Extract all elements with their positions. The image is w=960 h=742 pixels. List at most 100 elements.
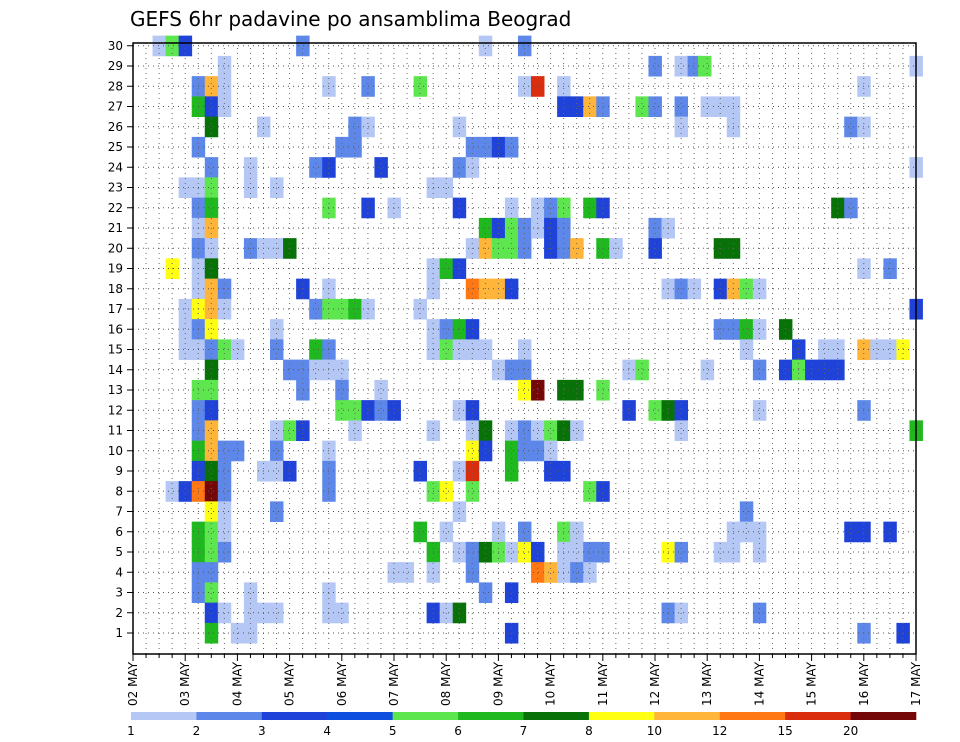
heatmap-cell [439,319,454,340]
heatmap-cell [818,339,832,361]
heatmap-cell [217,339,232,361]
heatmap-cell [544,197,558,219]
heatmap-cell [883,339,897,361]
heatmap-cell [531,562,545,583]
y-tick-label: 4 [115,565,123,579]
heatmap-cell [635,96,649,118]
y-tick-label: 20 [108,241,123,255]
heatmap-cell [204,481,219,502]
heatmap-cell [439,177,454,199]
x-tick-label: 16 MAY [857,661,871,706]
x-tick-label: 08 MAY [439,661,453,706]
heatmap-cell [465,541,480,563]
colorbar-swatch [392,712,459,720]
heatmap-cell [348,400,362,421]
y-tick-label: 22 [108,201,123,215]
y-tick-label: 10 [108,444,123,458]
x-tick-label: 04 MAY [230,661,244,706]
heatmap-cell [504,136,519,158]
x-tick-label: 03 MAY [178,661,192,706]
heatmap-cell [844,521,858,543]
colorbar-label: 4 [323,724,331,738]
heatmap-cell [452,501,467,523]
heatmap-cell [622,359,636,381]
heatmap-cell [687,55,702,77]
heatmap-cell [348,116,362,138]
heatmap-cell [204,116,219,138]
heatmap-cell [217,298,232,320]
heatmap-cell [335,359,349,381]
heatmap-cell [752,541,767,563]
heatmap-cell [831,197,845,219]
heatmap-cell [465,157,480,178]
heatmap-cell [531,197,545,219]
heatmap-cell [674,602,689,624]
y-tick-label: 21 [108,221,123,235]
colorbar-swatch [719,712,786,720]
x-tick-label: 14 MAY [752,661,766,706]
heatmap-cell [335,379,349,401]
heatmap-cell [531,76,545,97]
colorbar-swatch [785,712,851,720]
heatmap-cell [583,481,597,502]
x-tick-label: 10 MAY [544,661,558,706]
x-tick-label: 06 MAY [335,661,349,706]
colorbar-swatch [261,712,328,720]
heatmap-cell [452,339,467,361]
heatmap-cell [296,379,310,401]
heatmap-cell [713,541,728,563]
heatmap-cell [478,35,493,57]
heatmap-cell [217,602,232,624]
heatmap-cell [217,460,232,482]
y-tick-label: 8 [115,484,123,498]
heatmap-cell [478,582,493,604]
y-tick-label: 16 [108,322,123,336]
heatmap-cell [335,136,349,158]
heatmap-cell [465,481,480,502]
heatmap-cell [570,521,584,543]
x-tick-label: 15 MAY [805,661,819,706]
heatmap-cell [452,157,467,178]
y-tick-label: 19 [108,262,123,276]
heatmap-cell [452,541,467,563]
heatmap-cell [583,541,597,563]
heatmap-cell [439,602,454,624]
heatmap-cell [544,562,558,583]
heatmap-cell [217,501,232,523]
heatmap-cell [165,35,180,57]
y-tick-label: 30 [108,39,123,53]
heatmap-cell [452,197,467,219]
colorbar-label: 5 [389,724,397,738]
heatmap-cell [204,602,219,624]
heatmap-cell [270,602,284,624]
colorbar-swatch [588,712,655,720]
heatmap-cell [309,298,323,320]
heatmap-cell [517,35,532,57]
heatmap-cell [752,400,767,421]
heatmap-cell [517,339,532,361]
heatmap-cell [296,420,310,442]
heatmap-cell [204,96,219,118]
heatmap-cell [583,562,597,583]
heatmap-cell [622,400,636,421]
heatmap-cell [204,541,219,563]
colorbar-swatch [327,712,393,720]
heatmap-cell [465,562,480,583]
heatmap-cell [531,420,545,442]
heatmap-cell [217,440,232,462]
heatmap-cell [698,55,712,77]
colorbar-label: 20 [843,724,858,738]
heatmap-cell [309,359,323,381]
y-tick-label: 2 [115,606,123,620]
heatmap-cell [544,460,558,482]
heatmap-cell [544,440,558,462]
y-tick-label: 15 [108,343,123,357]
heatmap-cell [283,460,297,482]
x-axis: 02 MAY 03 MAY 04 MAY 05 MAY 06 MAY 07 MAY 08 M… [126,654,923,706]
colorbar-label: 7 [520,724,528,738]
heatmap-cell [204,562,219,583]
heatmap-cell [413,460,428,482]
heatmap-cell [243,602,258,624]
y-tick-label: 7 [115,505,123,519]
heatmap-cell [517,76,532,97]
